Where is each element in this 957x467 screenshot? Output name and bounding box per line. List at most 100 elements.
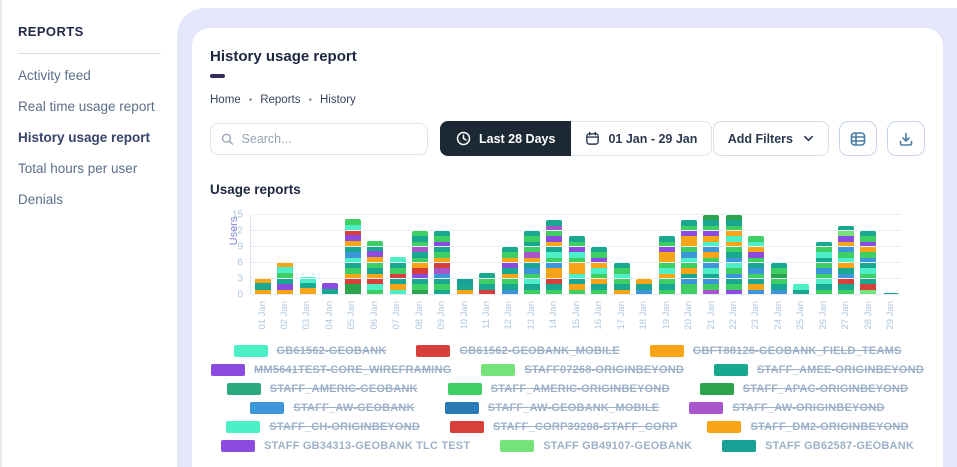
sidebar-item-real-time-usage-report[interactable]: Real time usage report bbox=[18, 99, 155, 114]
chart-bar-28-jan[interactable] bbox=[860, 215, 877, 295]
sidebar-item-activity-feed[interactable]: Activity feed bbox=[18, 68, 91, 83]
legend-item[interactable]: MM5641TEST-CORE_WIREFRAMING bbox=[211, 364, 451, 376]
date-range-button[interactable]: 01 Jan - 29 Jan bbox=[571, 121, 713, 156]
bar-segment bbox=[837, 289, 854, 295]
chart-bar-18-jan[interactable] bbox=[636, 215, 653, 295]
chart-bar-27-jan[interactable] bbox=[837, 215, 854, 295]
x-tick-label: 16 Jan bbox=[593, 301, 605, 330]
chart-bar-08-jan[interactable] bbox=[411, 215, 428, 295]
bar-segment bbox=[255, 277, 271, 284]
breadcrumb: Home • Reports • History bbox=[210, 94, 925, 106]
chart-bar-03-jan[interactable] bbox=[299, 215, 316, 295]
chart-bar-12-jan[interactable] bbox=[501, 215, 518, 295]
breadcrumb-home[interactable]: Home bbox=[210, 94, 241, 106]
chart-bar-02-jan[interactable] bbox=[277, 215, 294, 295]
bar-segment bbox=[568, 273, 585, 280]
legend-swatch bbox=[649, 345, 684, 357]
legend-item[interactable]: STAFF GB62587-GEOBANK bbox=[722, 440, 914, 452]
bar-segment bbox=[860, 247, 877, 253]
sidebar-item-history-usage-report[interactable]: History usage report bbox=[18, 130, 151, 145]
legend-item[interactable]: STAFF GB34313-GEOBANK TLC TEST bbox=[221, 440, 470, 452]
legend-item[interactable]: GB61562-GEOBANK bbox=[233, 345, 387, 357]
sidebar-item-total-hours-per-user[interactable]: Total hours per user bbox=[18, 161, 138, 176]
bar-segment bbox=[546, 279, 563, 285]
add-filters-button[interactable]: Add Filters bbox=[712, 121, 829, 156]
chart-bar-29-jan[interactable] bbox=[882, 215, 899, 295]
chart-bar-16-jan[interactable] bbox=[591, 215, 608, 295]
search-box[interactable] bbox=[210, 122, 428, 155]
chart-bar-10-jan[interactable] bbox=[456, 215, 473, 295]
legend-item[interactable]: STAFF_AW-ORIGINBEYOND bbox=[689, 402, 884, 414]
chart-bar-05-jan[interactable] bbox=[344, 215, 361, 295]
download-button[interactable] bbox=[887, 121, 925, 156]
legend-item[interactable]: STAFF_DM2-ORIGINBEYOND bbox=[707, 421, 908, 433]
bar-segment bbox=[434, 284, 451, 290]
bar-segment bbox=[636, 289, 653, 295]
chart-bar-07-jan[interactable] bbox=[389, 215, 406, 295]
chart-bar-26-jan[interactable] bbox=[815, 215, 832, 295]
chart-bar-01-jan[interactable] bbox=[255, 215, 271, 295]
clock-icon bbox=[456, 131, 471, 146]
bar-segment bbox=[748, 284, 765, 290]
legend-label: STAFF_CH-ORIGINBEYOND bbox=[269, 421, 420, 433]
legend-label: GBFT88126-GEOBANK_FIELD_TEAMS bbox=[692, 345, 902, 357]
chart-bar-09-jan[interactable] bbox=[434, 215, 451, 295]
bar-segment bbox=[411, 247, 428, 253]
chart-bar-17-jan[interactable] bbox=[613, 215, 630, 295]
chart-bar-20-jan[interactable] bbox=[681, 215, 698, 295]
chart-bar-25-jan[interactable] bbox=[793, 215, 810, 295]
y-tick-label: 6 bbox=[237, 257, 243, 269]
legend-item[interactable]: STAFF07268-ORIGINBEYOND bbox=[481, 364, 684, 376]
bar-segment bbox=[367, 240, 384, 246]
bar-segment bbox=[367, 263, 384, 269]
legend-item[interactable]: STAFF GB49107-GEOBANK bbox=[500, 440, 692, 452]
x-tick-label: 18 Jan bbox=[638, 301, 650, 330]
bar-segment bbox=[748, 241, 765, 248]
bar-segment bbox=[725, 252, 742, 258]
breadcrumb-history[interactable]: History bbox=[320, 94, 356, 106]
bar-segment bbox=[479, 289, 496, 295]
legend-item[interactable]: STAFF_CORP39208-STAFF_CORP bbox=[449, 421, 678, 433]
chart-bar-13-jan[interactable] bbox=[524, 215, 541, 295]
x-tick-label: 13 Jan bbox=[525, 301, 537, 330]
bar-segment bbox=[411, 263, 428, 269]
bar-segment bbox=[860, 236, 877, 242]
legend-item[interactable]: STAFF_APAC-ORIGINBEYOND bbox=[699, 383, 909, 395]
legend-item[interactable]: STAFF_AMERIC-ORIGINBEYOND bbox=[447, 383, 670, 395]
x-tick-label: 23 Jan bbox=[750, 301, 762, 330]
chart-bar-04-jan[interactable] bbox=[322, 215, 339, 295]
legend-item[interactable]: STAFF_AW-GEOBANK_MOBILE bbox=[444, 402, 660, 414]
bar-segment bbox=[703, 257, 720, 264]
bar-segment bbox=[591, 268, 608, 274]
sidebar-item-denials[interactable]: Denials bbox=[18, 192, 64, 207]
chart-bar-23-jan[interactable] bbox=[748, 215, 765, 295]
chart-bar-24-jan[interactable] bbox=[770, 215, 787, 295]
last-28-days-button[interactable]: Last 28 Days bbox=[440, 121, 572, 156]
legend-swatch bbox=[416, 345, 451, 357]
chart-bar-22-jan[interactable] bbox=[725, 215, 742, 295]
legend-item[interactable]: GB61562-GEOBANK_MOBILE bbox=[416, 345, 620, 357]
legend-item[interactable]: STAFF_CH-ORIGINBEYOND bbox=[226, 421, 420, 433]
bar-segment bbox=[367, 251, 384, 257]
chart-bar-21-jan[interactable] bbox=[703, 215, 720, 295]
breadcrumb-reports[interactable]: Reports bbox=[260, 94, 301, 106]
chart-bar-11-jan[interactable] bbox=[479, 215, 496, 295]
legend-swatch bbox=[250, 402, 285, 414]
chart-bar-06-jan[interactable] bbox=[367, 215, 384, 295]
legend-label: STAFF GB49107-GEOBANK bbox=[543, 440, 693, 452]
legend-item[interactable]: STAFF_AMERIC-GEOBANK bbox=[226, 383, 418, 395]
legend-item[interactable]: STAFF_AMEE-ORIGINBEYOND bbox=[714, 364, 924, 376]
table-view-button[interactable] bbox=[839, 121, 877, 156]
bar-segment bbox=[681, 268, 698, 274]
legend-item[interactable]: GBFT88126-GEOBANK_FIELD_TEAMS bbox=[649, 345, 902, 357]
bar-segment bbox=[501, 257, 518, 264]
bar-segment bbox=[255, 283, 271, 290]
gridline bbox=[251, 262, 901, 263]
chart-bar-14-jan[interactable] bbox=[546, 215, 563, 295]
chart-bar-19-jan[interactable] bbox=[658, 215, 675, 295]
chart-bar-15-jan[interactable] bbox=[568, 215, 585, 295]
bar-segment bbox=[591, 263, 608, 269]
search-input[interactable] bbox=[241, 131, 417, 146]
legend-item[interactable]: STAFF_AW-GEOBANK bbox=[250, 402, 415, 414]
x-axis-labels: 01 Jan 02 Jan 03 Jan 04 Jan 05 Jan 06 Jan 07 J… bbox=[254, 301, 899, 335]
